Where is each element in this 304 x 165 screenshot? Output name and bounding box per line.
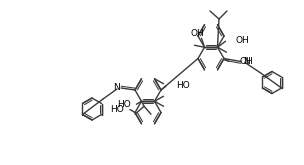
Text: HO: HO [117,100,130,109]
Text: N: N [112,83,119,93]
Text: N: N [243,57,249,66]
Text: OH: OH [191,29,204,38]
Text: HO: HO [110,105,124,114]
Text: OH: OH [240,57,254,66]
Text: OH: OH [236,36,249,45]
Text: HO: HO [176,82,190,90]
